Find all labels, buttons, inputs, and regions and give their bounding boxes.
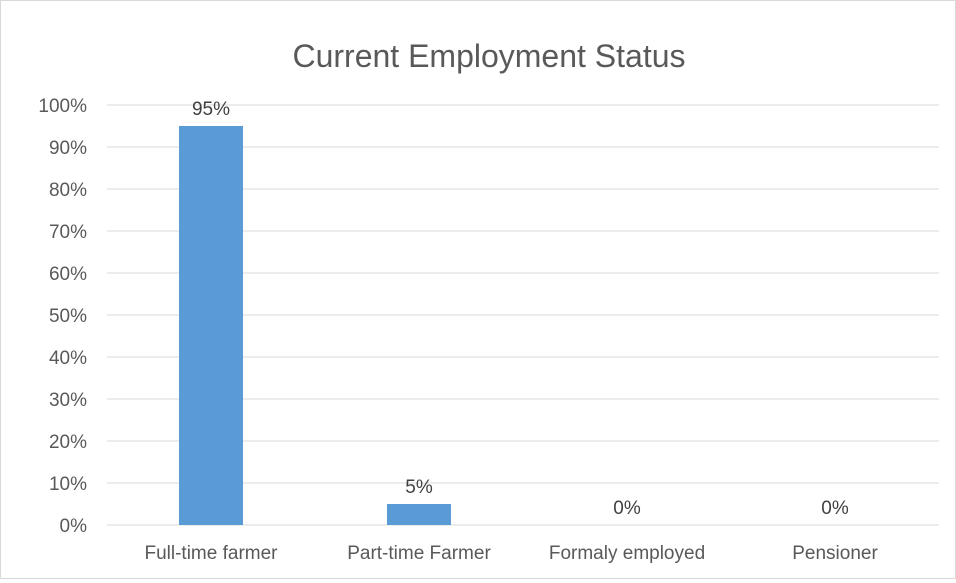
y-tick-label: 70%	[49, 222, 87, 243]
x-category-label: Full-time farmer	[144, 543, 278, 564]
data-labels: 95% 5% 0% 0%	[192, 99, 849, 519]
data-label: 0%	[613, 498, 641, 519]
y-tick-label: 90%	[49, 138, 87, 159]
y-axis-ticks: 0% 10% 20% 30% 40% 50% 60% 70% 80% 90% 100%	[38, 96, 87, 537]
x-axis-categories: Full-time farmer Part-time Farmer Formaly …	[144, 543, 878, 564]
x-category-label: Pensioner	[792, 543, 878, 564]
bar	[387, 504, 451, 525]
y-tick-label: 20%	[49, 432, 87, 453]
y-tick-label: 80%	[49, 180, 87, 201]
y-tick-label: 60%	[49, 264, 87, 285]
y-tick-label: 0%	[60, 516, 88, 537]
y-tick-label: 10%	[49, 474, 87, 495]
y-tick-label: 50%	[49, 306, 87, 327]
y-tick-label: 40%	[49, 348, 87, 369]
x-category-label: Formaly employed	[549, 543, 705, 564]
gridlines	[107, 104, 939, 526]
data-label: 0%	[821, 498, 849, 519]
data-label: 5%	[405, 477, 433, 498]
chart-title: Current Employment Status	[292, 38, 685, 74]
y-tick-label: 100%	[38, 96, 87, 117]
y-tick-label: 30%	[49, 390, 87, 411]
bar	[179, 126, 243, 525]
x-category-label: Part-time Farmer	[347, 543, 491, 564]
data-label: 95%	[192, 99, 230, 120]
bars	[179, 126, 451, 525]
